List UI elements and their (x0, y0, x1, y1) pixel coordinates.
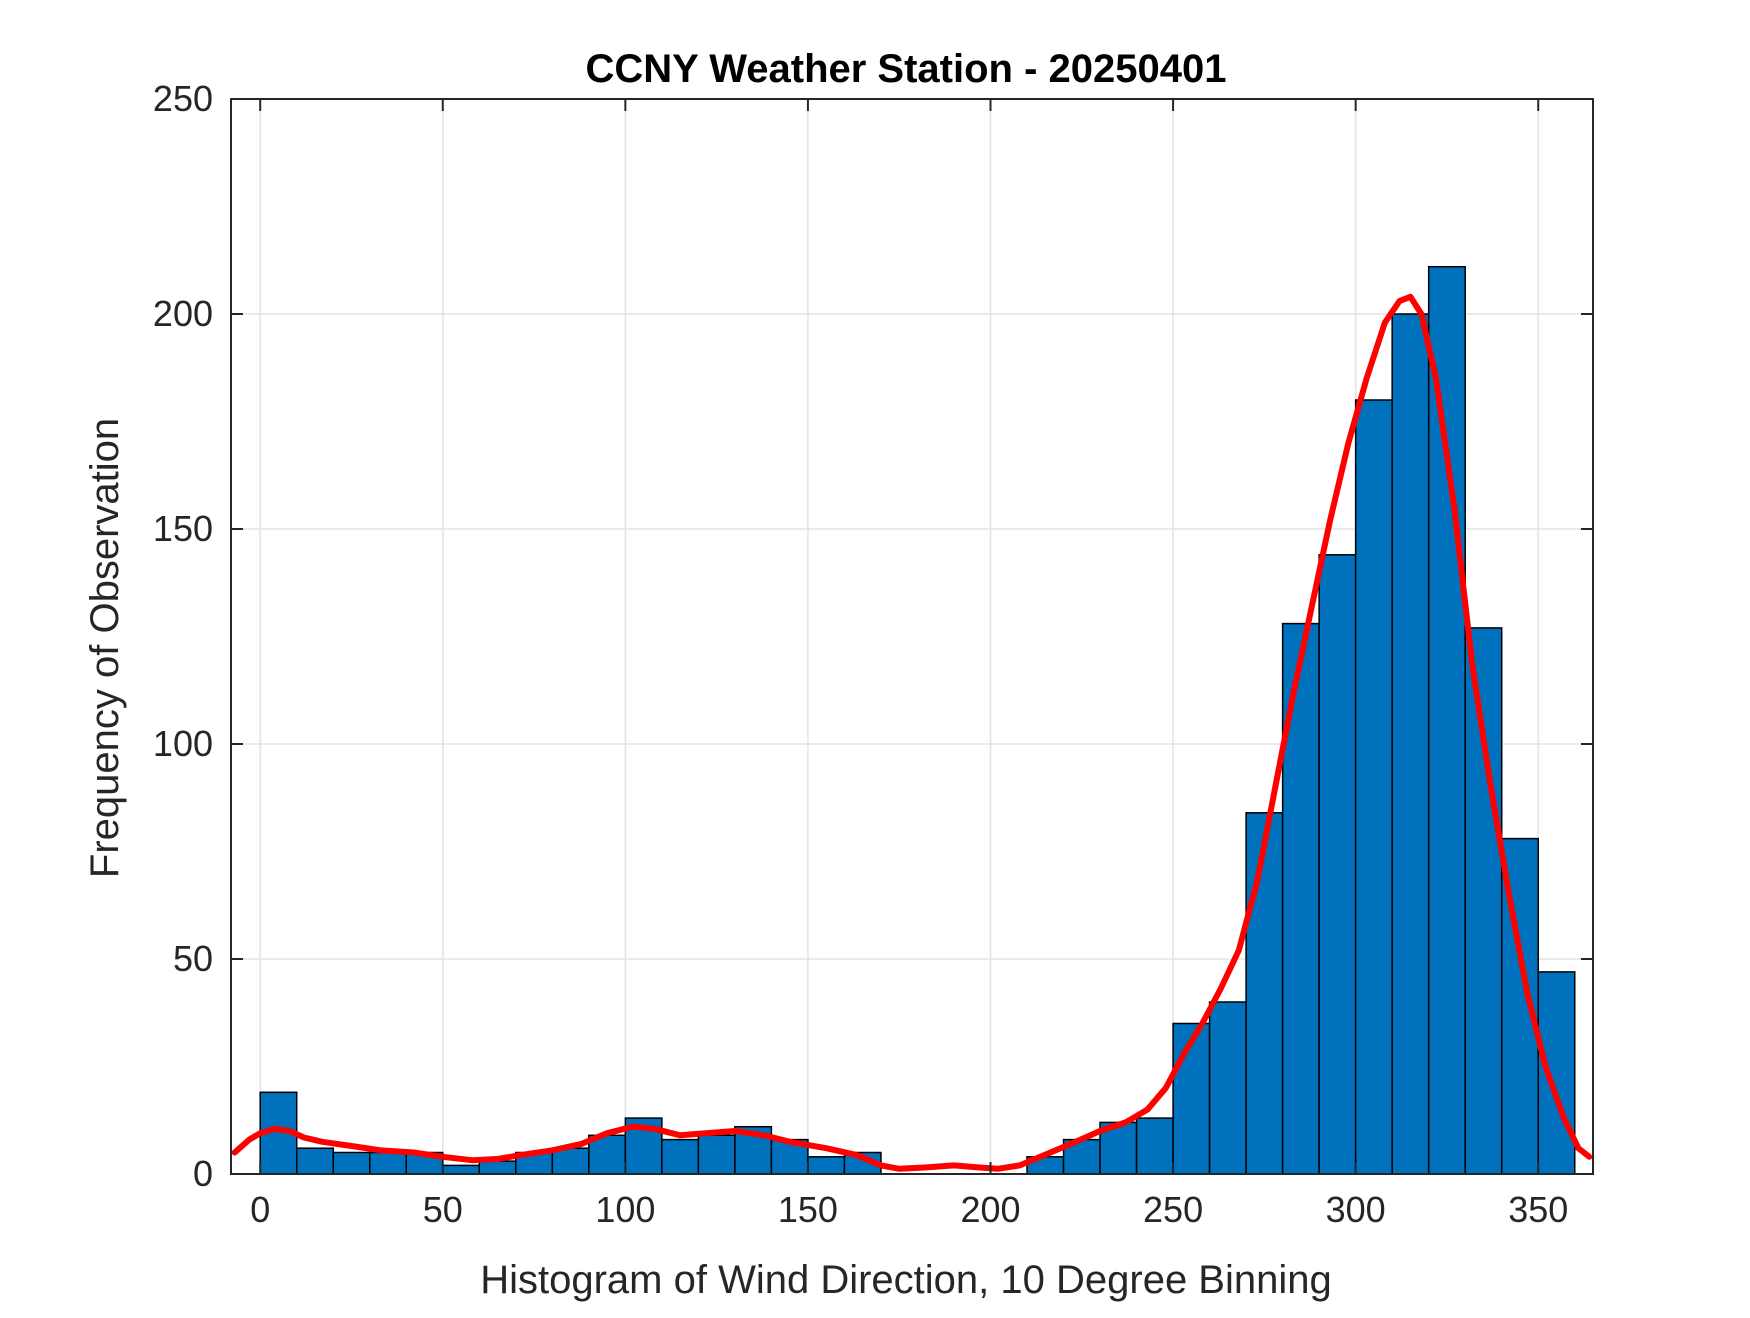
histogram-bar (1135, 1117, 1174, 1175)
histogram-bar (697, 1134, 736, 1175)
histogram-bar (1464, 627, 1503, 1175)
histogram-bar (1537, 971, 1576, 1175)
histogram-bar (1391, 313, 1430, 1175)
plot-frame (230, 98, 1594, 1175)
histogram-bar (478, 1160, 517, 1175)
x-axis-label: Histogram of Wind Direction, 10 Degree B… (480, 1258, 1332, 1302)
x-tick-label: 350 (1508, 1189, 1568, 1230)
histogram-bars (259, 265, 1576, 1175)
histogram-bar (332, 1151, 371, 1175)
x-tick-label: 150 (778, 1189, 838, 1230)
y-axis-label: Frequency of Observation (83, 418, 127, 878)
histogram-bar (588, 1134, 627, 1175)
x-tick-label: 300 (1326, 1189, 1386, 1230)
histogram-bar (1245, 812, 1284, 1175)
y-tick-label: 200 (153, 293, 213, 334)
histogram-bar (295, 1147, 334, 1175)
histogram-bar (661, 1138, 700, 1175)
fit-curve-group (231, 293, 1593, 1172)
y-tick-label: 150 (153, 508, 213, 549)
y-tick-label: 100 (153, 723, 213, 764)
histogram-bar (442, 1164, 481, 1175)
y-tick-label: 50 (173, 938, 213, 979)
x-tick-label: 50 (423, 1189, 463, 1230)
histogram-bar (1318, 554, 1357, 1175)
histogram-bar (1208, 1001, 1247, 1175)
histogram-bar (369, 1151, 408, 1175)
y-tick-label: 250 (153, 78, 213, 119)
axes-box (230, 98, 1594, 1175)
histogram-bar (1427, 265, 1466, 1175)
x-tick-label: 100 (595, 1189, 655, 1230)
fit-curve-line (231, 293, 1593, 1172)
histogram-bar (551, 1147, 590, 1175)
x-tick-label: 0 (250, 1189, 270, 1230)
x-tick-label: 200 (960, 1189, 1020, 1230)
tick-labels: 0 50 100 150 200 250 300 350 0 50 100 150 200 250 (153, 78, 1568, 1230)
histogram-bar (1354, 399, 1393, 1175)
x-tick-label: 250 (1143, 1189, 1203, 1230)
chart-title: CCNY Weather Station - 20250401 (586, 47, 1227, 91)
y-tick-label: 0 (193, 1153, 213, 1194)
histogram-bar (807, 1156, 846, 1175)
